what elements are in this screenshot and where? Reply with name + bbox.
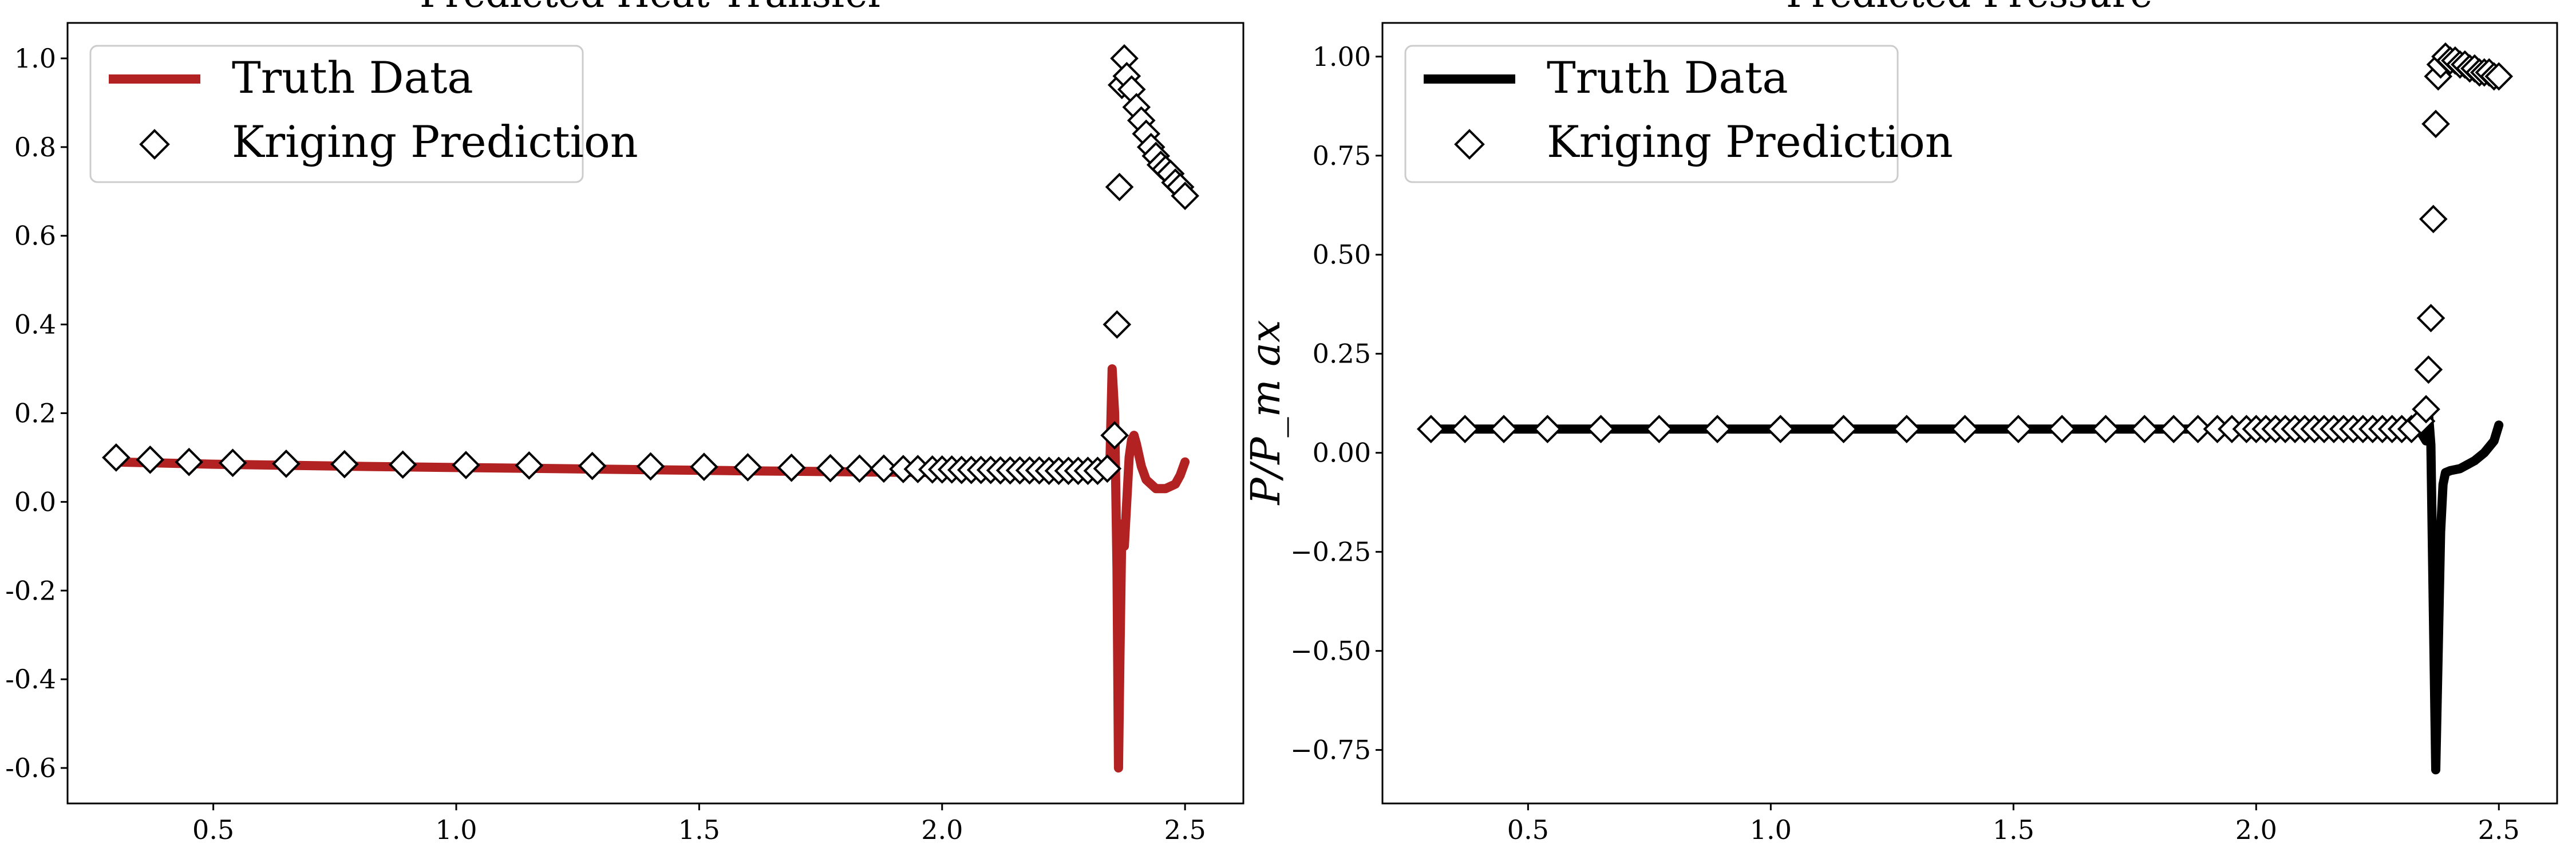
heat-transfer-panel: Predicted Heat Transfer 0.5 1.0 1.5 2.0 2.5 -… [5,0,1244,845]
heat-transfer-ticks: 0.5 1.0 1.5 2.0 2.5 -0.6 -0.4 -0.2 0.0 0.2 0.4 0.6 0… [5,43,1206,845]
kriging-prediction-point [1100,421,1129,450]
kriging-prediction-point [515,451,544,480]
y-tick-label: -0.6 [5,752,56,783]
heat-transfer-plot-area [102,44,1199,773]
x-tick-label: 1.0 [1750,814,1792,845]
kriging-prediction-point [845,454,874,483]
x-tick-label: 1.5 [678,814,720,845]
kriging-prediction-point [175,447,204,476]
x-tick-label: 1.0 [435,814,477,845]
x-tick-label: 0.5 [1507,814,1549,845]
kriging-prediction-point [733,453,762,482]
legend-box [1404,45,1899,183]
y-tick-label: 0.2 [14,398,56,429]
kriging-prediction-point [2484,62,2514,91]
pressure-plot-area [1416,42,2514,775]
pressure-title: Predicted Pressure [1786,0,2152,16]
legend-truth-label: Truth Data [1547,52,1788,103]
kriging-prediction-point [2159,415,2188,444]
pressure-axes-frame [1381,22,2558,805]
kriging-prediction-point [1766,415,1795,444]
kriging-prediction-point [2421,109,2450,139]
kriging-prediction-point [1093,454,1122,483]
kriging-prediction-point [330,450,359,479]
kriging-prediction-point [218,448,247,478]
kriging-prediction-point [1451,415,1479,444]
kriging-prediction-point [2130,415,2159,444]
kriging-prediction-point [1105,172,1134,202]
pressure-panel: Predicted Pressure P/P_m ax 0.5 1.0 1.5 2.0… [1242,0,2558,845]
y-tick-label: 0.25 [1313,338,1371,369]
x-tick-label: 1.5 [1993,814,2034,845]
heat-transfer-title: Predicted Heat Transfer [420,0,886,16]
pressure-legend: Truth Data Kriging Prediction [1404,45,1953,183]
kriging-prediction-point [452,451,480,479]
pressure-ticks: 0.5 1.0 1.5 2.0 2.5 −0.75 −0.50 −0.25 0.00 0.25 0.… [1290,41,2520,845]
y-tick-label: 0.75 [1313,140,1371,171]
truth-data-line [1426,408,2504,775]
kriging-prediction-point [388,450,417,479]
kriging-prediction-point [816,454,845,483]
x-tick-label: 2.5 [1164,814,1206,845]
kriging-prediction-point [1171,182,1199,210]
y-tick-label: 0.50 [1313,239,1371,270]
y-tick-label: 0.00 [1313,438,1371,468]
kriging-prediction-point [1892,415,1921,444]
kriging-prediction-point [1490,415,1518,444]
truth-data-line [111,364,1190,773]
kriging-prediction-point [2414,355,2443,384]
x-tick-label: 0.5 [192,814,234,845]
kriging-prediction-point [2412,395,2440,424]
y-tick-label: 0.8 [14,132,56,163]
kriging-prediction-point [2004,415,2033,444]
legend-kriging-label: Kriging Prediction [232,116,638,167]
kriging-prediction-point [272,449,301,478]
kriging-prediction-point [2416,304,2445,333]
y-tick-label: 1.00 [1313,41,1371,72]
y-tick-label: -0.2 [5,575,56,606]
y-tick-label: −0.75 [1290,735,1371,766]
kriging-prediction-point [636,452,665,481]
y-tick-label: 0.0 [14,486,56,517]
legend-diamond-swatch [139,129,170,160]
legend-truth-label: Truth Data [232,52,473,103]
kriging-prediction-point [2091,415,2120,444]
y-tick-label: 0.6 [14,220,56,251]
kriging-prediction-point [2419,204,2448,234]
kriging-prediction-point [1645,415,1674,444]
y-tick-label: −0.25 [1290,537,1371,568]
x-tick-label: 2.0 [921,814,963,845]
kriging-prediction-point [2048,415,2076,444]
y-tick-label: -0.4 [5,664,56,695]
legend-diamond-swatch [1454,129,1485,160]
x-tick-label: 2.0 [2235,814,2277,845]
kriging-prediction-point [1703,415,1732,444]
kriging-prediction-point [1103,310,1132,339]
legend-kriging-label: Kriging Prediction [1547,116,1953,167]
kriging-prediction-point [690,452,718,482]
kriging-prediction-point [102,443,131,472]
pressure-ylabel: P/P_m ax [1242,320,1289,506]
legend-box [89,45,584,183]
kriging-prediction-point [578,451,607,480]
kriging-prediction-point [2183,415,2212,444]
kriging-prediction-point [1829,415,1858,444]
kriging-prediction-point [777,453,806,482]
y-tick-label: 0.4 [14,309,56,340]
y-tick-label: −0.50 [1290,636,1371,667]
kriging-prediction-point [1586,415,1615,444]
y-tick-label: 1.0 [14,43,56,74]
kriging-prediction-point [1533,415,1562,444]
kriging-prediction-point [1950,415,1980,444]
kriging-prediction-point [136,445,165,474]
heat-transfer-legend: Truth Data Kriging Prediction [89,45,638,183]
kriging-prediction-point [870,454,898,483]
x-tick-label: 2.5 [2478,814,2520,845]
kriging-prediction-point [1416,415,1445,444]
